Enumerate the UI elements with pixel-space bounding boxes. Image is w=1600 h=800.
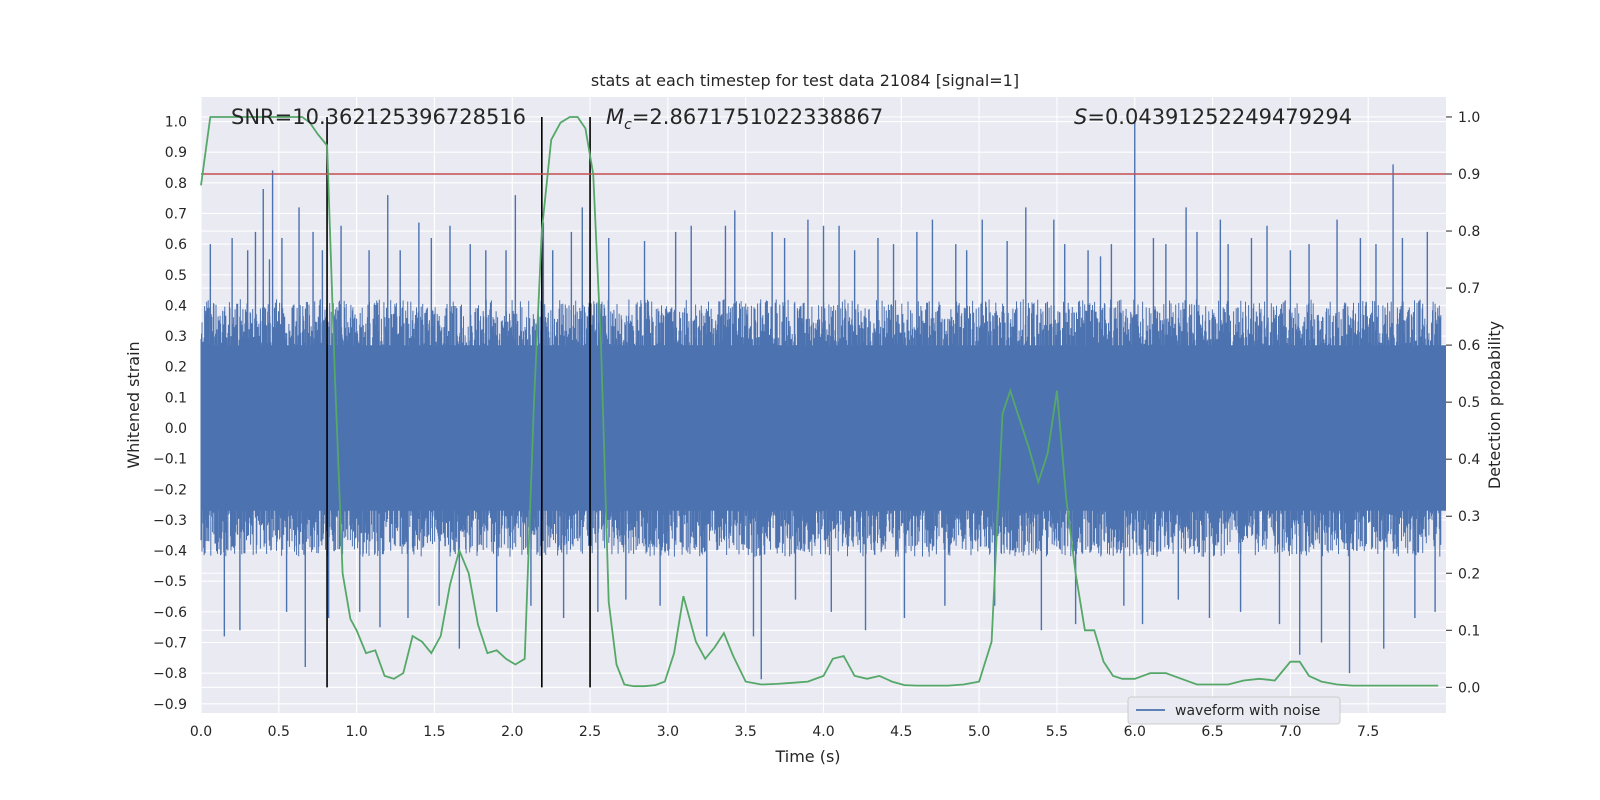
y-tick-label-left: 0.0 (165, 421, 187, 437)
x-tick-label: 7.0 (1279, 724, 1301, 740)
y-tick-label-right: 0.0 (1458, 680, 1480, 696)
x-tick-label: 0.0 (190, 724, 212, 740)
x-tick-label: 6.0 (1124, 724, 1146, 740)
x-axis-label: Time (s) (774, 747, 840, 766)
y-tick-label-right: 1.0 (1458, 110, 1480, 126)
right-tick-labels: 1.0 0.9 0.8 0.7 0.6 0.5 0.4 0.3 0.2 0.1 0.0 (1446, 110, 1480, 696)
y-tick-label-right: 0.1 (1458, 623, 1480, 639)
y-tick-label-right: 0.8 (1458, 224, 1480, 240)
x-tick-labels: 0.0 0.5 1.0 1.5 2.0 2.5 3.0 3.5 4.0 4.5 5.0 5.5 6.0 6… (190, 724, 1379, 740)
mc-subscript: c (624, 117, 632, 133)
mc-symbol: M (606, 105, 624, 129)
x-tick-label: 3.5 (735, 724, 757, 740)
y-tick-label-left: −0.3 (153, 513, 187, 529)
snr-annotation: SNR=10.362125396728516 (231, 105, 526, 129)
x-tick-label: 7.5 (1357, 724, 1379, 740)
x-tick-label: 6.5 (1201, 724, 1223, 740)
x-tick-label: 1.5 (423, 724, 445, 740)
y-tick-label-right: 0.2 (1458, 566, 1480, 582)
x-tick-label: 1.0 (345, 724, 367, 740)
y-tick-label-right: 0.3 (1458, 509, 1480, 525)
y-tick-label-left: 0.5 (165, 268, 187, 284)
vertical-markers (326, 116, 591, 688)
legend-label: waveform with noise (1175, 703, 1320, 719)
y-tick-label-left: −0.5 (153, 574, 187, 590)
x-tick-label: 5.5 (1046, 724, 1068, 740)
x-tick-label: 0.5 (268, 724, 290, 740)
legend: waveform with noise (1127, 696, 1341, 725)
x-tick-label: 2.5 (579, 724, 601, 740)
mc-value: =2.8671751022338867 (632, 105, 883, 129)
y-tick-label-right: 0.9 (1458, 167, 1480, 183)
x-tick-label: 2.0 (501, 724, 523, 740)
y-tick-label-left: 0.4 (165, 298, 187, 314)
y-tick-label-left: 0.1 (165, 390, 187, 406)
y-tick-label-left: 0.9 (165, 145, 187, 161)
y-tick-label-left: 0.8 (165, 176, 187, 192)
y-tick-label-left: −0.7 (153, 636, 187, 652)
y-tick-label-right: 0.4 (1458, 452, 1480, 468)
left-tick-labels: 1.0 0.9 0.8 0.7 0.6 0.5 0.4 0.3 0.2 0.1 0.0 −0.1 −0.… (153, 115, 187, 713)
s-annotation: S=0.04391252249479294 (1074, 105, 1352, 129)
y-tick-label-left: −0.4 (153, 544, 187, 560)
y-tick-label-left: −0.8 (153, 666, 187, 682)
probability-line (200, 116, 1439, 688)
y-tick-label-right: 0.6 (1458, 338, 1480, 354)
chart-title: stats at each timestep for test data 210… (591, 71, 1019, 90)
y-tick-label-left: −0.6 (153, 605, 187, 621)
x-tick-label: 4.5 (890, 724, 912, 740)
chirp-mass-annotation: Mc=2.8671751022338867 (606, 105, 883, 133)
y-tick-label-left: 0.7 (165, 206, 187, 222)
y-tick-label-left: −0.9 (153, 697, 187, 713)
x-tick-label: 5.0 (968, 724, 990, 740)
legend-box (1127, 696, 1341, 725)
y-tick-label-left: 0.3 (165, 329, 187, 345)
y-tick-label-left: 1.0 (165, 115, 187, 131)
y-tick-label-left: 0.6 (165, 237, 187, 253)
y-tick-label-left: −0.2 (153, 482, 187, 498)
x-tick-label: 3.0 (657, 724, 679, 740)
y-tick-label-right: 0.7 (1458, 281, 1480, 297)
y-axis-label-left: Whitened strain (124, 341, 143, 468)
y-tick-label-right: 0.5 (1458, 395, 1480, 411)
x-tick-label: 4.0 (812, 724, 834, 740)
y-tick-label-left: 0.2 (165, 360, 187, 376)
y-axis-label-right: Detection probability (1485, 321, 1504, 489)
waveform-series (200, 121, 1446, 680)
s-value: =0.04391252249479294 (1087, 105, 1352, 129)
detection-probability-series (200, 116, 1439, 688)
s-symbol: S (1074, 105, 1087, 129)
y-tick-label-left: −0.1 (153, 452, 187, 468)
